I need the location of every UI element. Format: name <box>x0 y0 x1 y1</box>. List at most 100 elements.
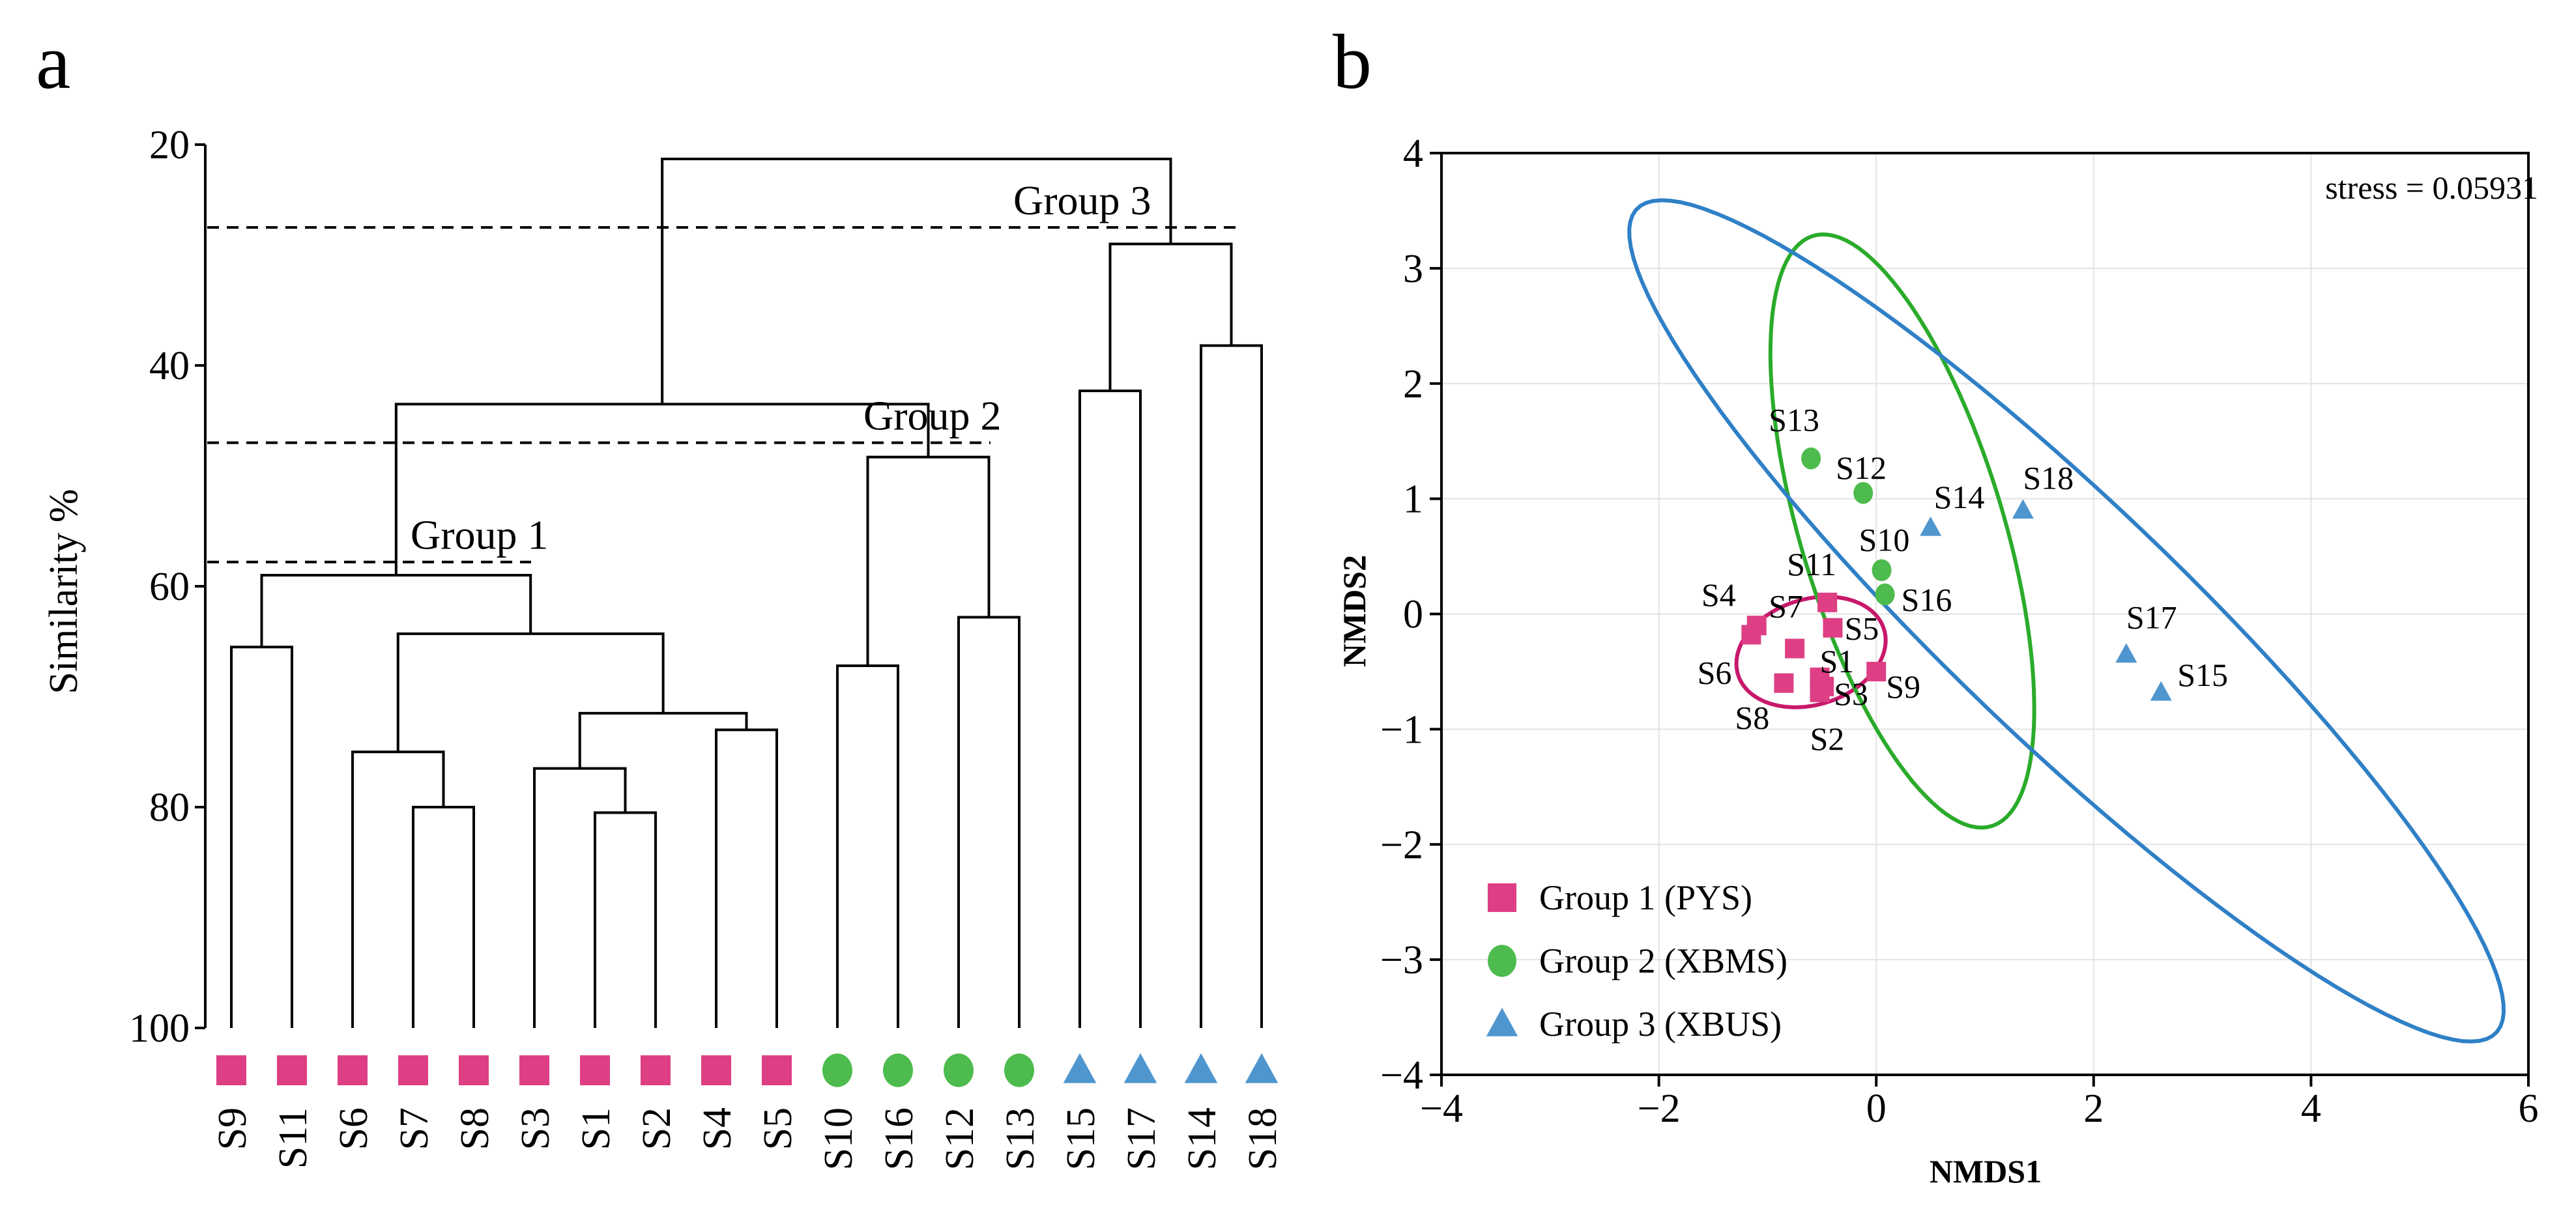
y-tick-label: 60 <box>149 565 190 609</box>
point-s8 <box>1774 673 1794 693</box>
x-tick-label: 6 <box>2519 1087 2539 1131</box>
point-label-s10: S10 <box>1859 521 1910 558</box>
dendrogram-link <box>594 811 657 1028</box>
leaf-marker-s1 <box>580 1055 610 1085</box>
y-tick-label: −1 <box>1380 707 1423 752</box>
dendrogram-link <box>836 664 899 1028</box>
point-s12 <box>1853 481 1874 504</box>
dendrogram-link <box>351 750 445 1028</box>
leaf-marker-s16 <box>883 1053 913 1087</box>
y-tick-label: −3 <box>1380 938 1423 982</box>
leaf-marker-s15 <box>1063 1053 1097 1083</box>
y-tick-label: −4 <box>1380 1053 1423 1098</box>
ellipse-group-3 <box>1627 198 2506 1044</box>
dendrogram-link <box>957 616 1020 1028</box>
x-tick-label: −4 <box>1420 1087 1463 1131</box>
point-label-s2: S2 <box>1810 720 1844 757</box>
point-s10 <box>1872 559 1892 582</box>
legend-label-group-3: Group 3 (XBUS) <box>1539 1004 1782 1044</box>
leaf-label-s9: S9 <box>210 1107 255 1150</box>
y-tick-label: 2 <box>1403 362 1423 406</box>
leaf-label-s2: S2 <box>635 1107 679 1150</box>
y-axis-title: NMDS2 <box>1336 555 1372 667</box>
leaf-marker-s2 <box>641 1055 671 1085</box>
leaf-label-s13: S13 <box>998 1107 1043 1170</box>
leaf-marker-s11 <box>277 1055 307 1085</box>
point-label-s4: S4 <box>1701 577 1736 613</box>
leaf-markers: S9 S11 S6 S7 S8 S3 S1 S2 S4 S5 S10 S16 S12 S13 S15 S17 S… <box>210 1053 1285 1170</box>
point-label-s18: S18 <box>2023 459 2074 496</box>
leaf-label-s16: S16 <box>877 1107 921 1170</box>
x-tick-label: 0 <box>1866 1087 1887 1131</box>
similarity-axis: 20 40 60 80 100 <box>129 123 207 1051</box>
legend: Group 1 (PYS) Group 2 (XBMS) Group 3 (XBUS… <box>1486 878 1787 1044</box>
y-tick-label: 80 <box>149 786 190 830</box>
cutoff-label-group-3: Group 3 <box>1013 177 1151 223</box>
leaf-marker-s9 <box>216 1055 246 1085</box>
point-s14 <box>1920 516 1942 536</box>
dendrogram-link <box>578 711 748 769</box>
stress-annotation: stress = 0.05931 <box>2325 169 2538 206</box>
point-s18 <box>2012 499 2034 519</box>
cutoff-label-group-1: Group 1 <box>411 512 549 558</box>
y-tick-label: 20 <box>149 123 190 167</box>
leaf-label-s10: S10 <box>817 1107 861 1170</box>
dendrogram-link <box>1078 389 1142 1028</box>
point-label-s9: S9 <box>1886 668 1920 705</box>
y-tick-label: 4 <box>1403 132 1423 176</box>
point-label-s3: S3 <box>1834 676 1868 712</box>
leaf-label-s3: S3 <box>514 1107 558 1150</box>
point-label-s12: S12 <box>1836 449 1887 486</box>
point-label-s5: S5 <box>1844 610 1879 647</box>
leaf-marker-s12 <box>944 1053 974 1087</box>
leaf-label-s14: S14 <box>1180 1107 1224 1170</box>
leaf-label-s17: S17 <box>1120 1107 1164 1170</box>
point-s9 <box>1866 661 1887 681</box>
leaf-marker-s7 <box>398 1055 428 1085</box>
leaf-marker-s4 <box>701 1055 731 1085</box>
point-label-s15: S15 <box>2177 657 2228 693</box>
leaf-marker-s17 <box>1123 1053 1157 1083</box>
dendrogram-tree <box>230 158 1263 1028</box>
plot-grid <box>1441 152 2529 1076</box>
leaf-label-s6: S6 <box>332 1107 376 1150</box>
leaf-marker-s10 <box>822 1053 852 1087</box>
ellipse-group-2 <box>1768 232 2036 830</box>
dendrogram-link <box>715 728 778 1028</box>
leaf-label-s15: S15 <box>1059 1107 1103 1170</box>
leaf-label-s4: S4 <box>695 1107 740 1150</box>
cutoff-label-group-2: Group 2 <box>863 393 1002 439</box>
y-tick-label: 1 <box>1403 477 1423 522</box>
point-label-s17: S17 <box>2126 599 2177 635</box>
legend-label-group-1: Group 1 (PYS) <box>1539 878 1752 917</box>
plot-axes: −4 −2 0 2 4 6 −4 −3 −2 −1 0 1 2 3 4 <box>1380 132 2538 1131</box>
dendrogram-link <box>260 574 532 648</box>
y-tick-label: −2 <box>1380 823 1423 867</box>
x-tick-label: −2 <box>1638 1087 1681 1131</box>
point-s15 <box>2150 681 2172 701</box>
leaf-marker-s18 <box>1245 1053 1279 1083</box>
leaf-marker-s5 <box>762 1055 792 1085</box>
y-tick-label: 0 <box>1403 593 1423 637</box>
legend-marker-group-1 <box>1488 883 1516 912</box>
leaf-marker-s14 <box>1184 1053 1218 1083</box>
group-cutoff-lines: Group 1 Group 2 Group 3 <box>207 177 1238 563</box>
panel-b-label: b <box>1333 18 1372 105</box>
dendrogram-link <box>396 632 665 752</box>
point-s11 <box>1817 592 1838 612</box>
point-s2 <box>1810 682 1830 702</box>
x-axis-title: NMDS1 <box>1930 1153 2042 1190</box>
leaf-label-s5: S5 <box>756 1107 800 1150</box>
point-label-s16: S16 <box>1902 581 1952 618</box>
leaf-label-s11: S11 <box>271 1107 315 1169</box>
y-tick-label: 100 <box>129 1006 190 1051</box>
leaf-marker-s6 <box>338 1055 368 1085</box>
point-label-s1: S1 <box>1819 643 1854 679</box>
leaf-label-s1: S1 <box>574 1107 618 1150</box>
point-s13 <box>1801 447 1821 470</box>
point-s7 <box>1785 638 1805 659</box>
legend-marker-group-2 <box>1488 945 1516 977</box>
point-s6 <box>1741 625 1761 645</box>
